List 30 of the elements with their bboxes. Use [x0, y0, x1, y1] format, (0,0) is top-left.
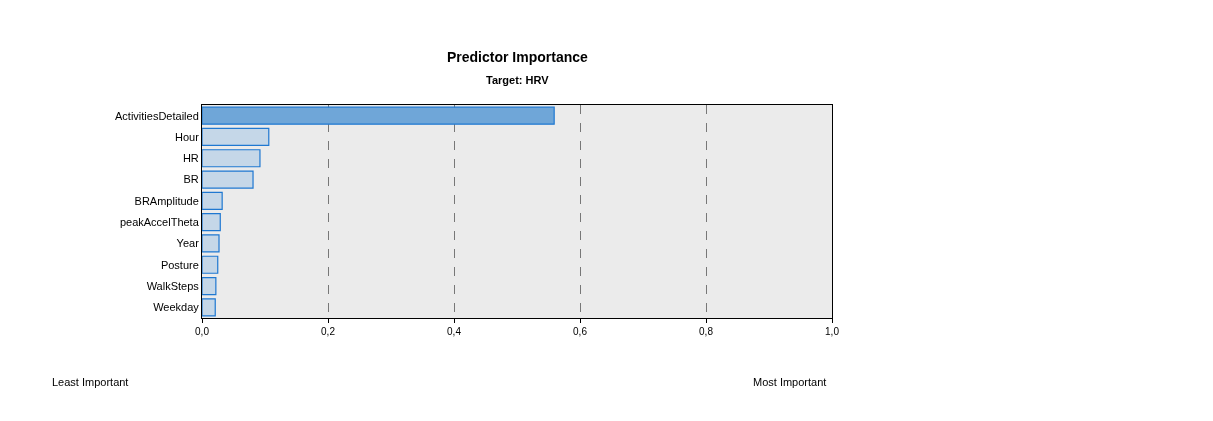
y-tick-label: WalkSteps [146, 279, 200, 292]
y-tick-label: Weekday [153, 301, 200, 314]
bar [202, 213, 221, 232]
x-tick-label: 0,8 [699, 326, 714, 337]
x-tick-label: 0,0 [195, 326, 210, 337]
chart-subtitle: Target: HRV [486, 74, 550, 86]
bar [202, 276, 217, 296]
text: Least Important [52, 376, 129, 388]
bar [202, 191, 223, 210]
text: Most Important [753, 376, 827, 388]
x-tick-label: 1,0 [825, 326, 840, 337]
x-tick-label: 0,4 [447, 326, 462, 337]
y-tick-label: BR [183, 173, 199, 186]
bar [202, 298, 216, 317]
bar [202, 106, 555, 125]
y-tick-label: peakAccelTheta [119, 216, 200, 228]
y-tick-label: Posture [160, 258, 199, 271]
y-tick-label: ActivitiesDetailed [115, 109, 199, 122]
x-tick-label: 0,2 [321, 326, 336, 337]
y-tick-label: Hour [174, 130, 200, 143]
bar [202, 127, 270, 147]
x-tick-label: 0,6 [573, 326, 588, 337]
bar [202, 234, 220, 253]
y-tick-label: Year [176, 237, 200, 250]
y-tick-label: BRAmplitude [134, 194, 199, 207]
bar [202, 149, 261, 168]
chart-title: Predictor Importance [447, 49, 589, 65]
y-tick-label: HR [182, 152, 199, 165]
bar [202, 170, 254, 189]
bar [202, 255, 219, 274]
